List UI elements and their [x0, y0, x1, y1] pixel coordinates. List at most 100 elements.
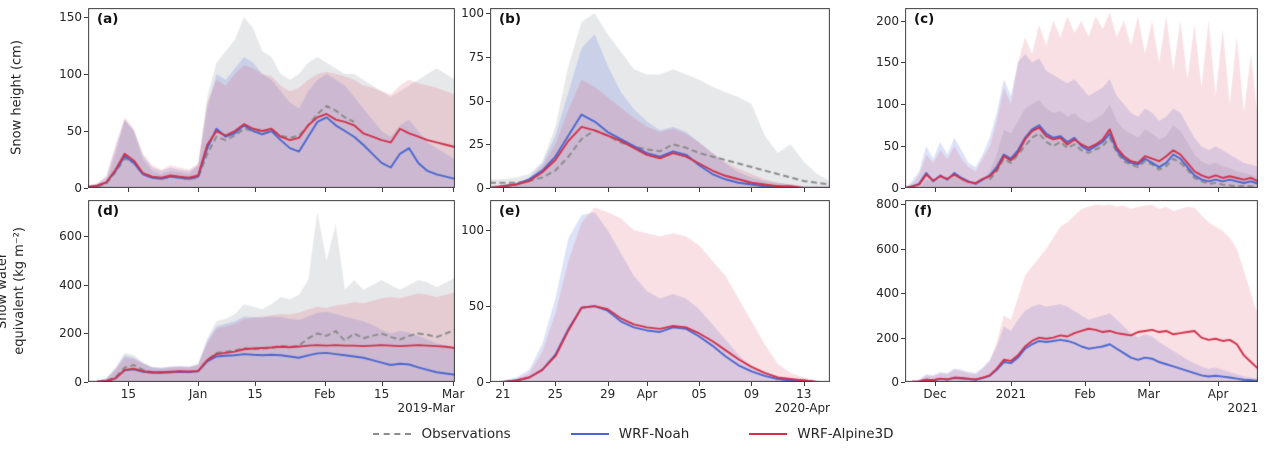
tick-mark [381, 188, 383, 192]
tick-mark [84, 131, 88, 133]
panel-e-label: (e) [499, 203, 521, 219]
tick-mark [84, 17, 88, 19]
tick-mark [324, 382, 326, 386]
tick-mark [647, 382, 649, 386]
tick-label: 05 [691, 387, 707, 401]
panel-a-label: (a) [97, 11, 119, 27]
panel-b-plot [490, 8, 830, 188]
tick-mark [84, 382, 88, 383]
tick-mark [1085, 188, 1087, 192]
tick-mark [803, 188, 805, 192]
tick-mark [128, 188, 130, 192]
tick-mark [486, 13, 490, 15]
tick-mark [901, 382, 905, 383]
y-axis-label-line: Snow water [0, 252, 11, 330]
panel-b-label: (b) [499, 11, 522, 27]
tick-mark [324, 188, 326, 192]
tick-mark [751, 382, 753, 386]
tick-label: 150 [876, 55, 899, 70]
tick-mark [901, 188, 905, 189]
tick-label: 15 [247, 387, 263, 401]
tick-label: Feb [1074, 387, 1096, 401]
tick-label: 50 [883, 139, 899, 154]
y-axis-label-swe: Snow water equivalent (kg m⁻²) [0, 191, 29, 391]
tick-mark [751, 188, 753, 192]
tick-label: Jan [188, 387, 208, 401]
tick-label: 100 [59, 67, 82, 82]
tick-mark [935, 382, 936, 386]
tick-mark [935, 188, 936, 192]
tick-label: 21 [495, 387, 511, 401]
tick-mark [1218, 188, 1220, 192]
tick-label: Mar [1137, 387, 1160, 401]
tick-label: 0 [476, 181, 484, 195]
tick-mark [486, 230, 490, 232]
tick-label: 200 [876, 330, 899, 345]
observations-line-sample [373, 433, 412, 435]
legend-label-wrf-noah: WRF-Noah [618, 426, 690, 442]
panel-d: (d) [88, 200, 455, 382]
tick-label: 100 [461, 6, 484, 21]
panel-c-plot [905, 8, 1258, 188]
tick-mark [1148, 382, 1150, 386]
panel-c-label: (c) [914, 11, 935, 27]
tick-mark [486, 306, 490, 308]
tick-mark [901, 337, 905, 339]
wrf-noah-line-sample [570, 433, 609, 435]
panel-a-plot [88, 8, 455, 188]
tick-mark [555, 382, 557, 386]
tick-label: 2021 [995, 387, 1027, 401]
tick-mark [198, 382, 200, 386]
tick-mark [486, 56, 490, 58]
tick-mark [254, 382, 256, 386]
tick-mark [84, 333, 88, 335]
tick-mark [453, 188, 455, 192]
panel-c: (c) [905, 8, 1258, 188]
tick-mark [901, 104, 905, 106]
tick-label: 25 [547, 387, 563, 401]
tick-mark [381, 382, 383, 386]
legend-item-wrf-noah: WRF-Noah [570, 426, 690, 442]
tick-mark [1085, 382, 1087, 386]
tick-label: 150 [59, 10, 82, 25]
tick-label: 0 [476, 375, 484, 389]
x-axis-offset-2019: 2019-Mar [397, 401, 455, 415]
tick-mark [901, 204, 905, 206]
panel-e-plot [490, 200, 830, 382]
tick-mark [901, 20, 905, 22]
tick-label: 600 [59, 229, 82, 244]
tick-mark [555, 188, 557, 192]
tick-label: 50 [468, 299, 484, 314]
tick-label: 09 [743, 387, 760, 401]
tick-mark [901, 293, 905, 295]
tick-label: 800 [876, 197, 899, 212]
tick-label: Apr [1207, 387, 1229, 401]
legend: Observations WRF-Noah WRF-Alpine3D [0, 426, 1267, 442]
tick-mark [128, 382, 130, 386]
tick-mark [453, 382, 455, 386]
tick-mark [486, 188, 490, 189]
tick-mark [502, 382, 504, 386]
x-axis-offset-2021: 2021 [1227, 401, 1258, 415]
tick-label: 15 [120, 387, 136, 401]
legend-item-observations: Observations [373, 426, 511, 442]
tick-mark [486, 382, 490, 383]
y-axis-label-line: equivalent (kg m⁻²) [12, 227, 27, 355]
tick-label: 13 [796, 387, 812, 401]
tick-label: 400 [876, 286, 899, 301]
panel-f: (f) [905, 200, 1258, 382]
tick-mark [254, 188, 256, 192]
legend-label-wrf-alpine3d: WRF-Alpine3D [797, 426, 894, 442]
tick-label: 0 [74, 375, 82, 389]
panel-d-label: (d) [97, 203, 120, 219]
tick-label: 29 [599, 387, 616, 401]
tick-mark [84, 284, 88, 286]
tick-label: 100 [461, 223, 484, 238]
tick-label: 100 [876, 97, 899, 112]
tick-label: 50 [66, 124, 82, 139]
tick-mark [1218, 382, 1220, 386]
tick-label: 25 [468, 137, 484, 152]
tick-mark [84, 188, 88, 189]
tick-mark [486, 144, 490, 146]
